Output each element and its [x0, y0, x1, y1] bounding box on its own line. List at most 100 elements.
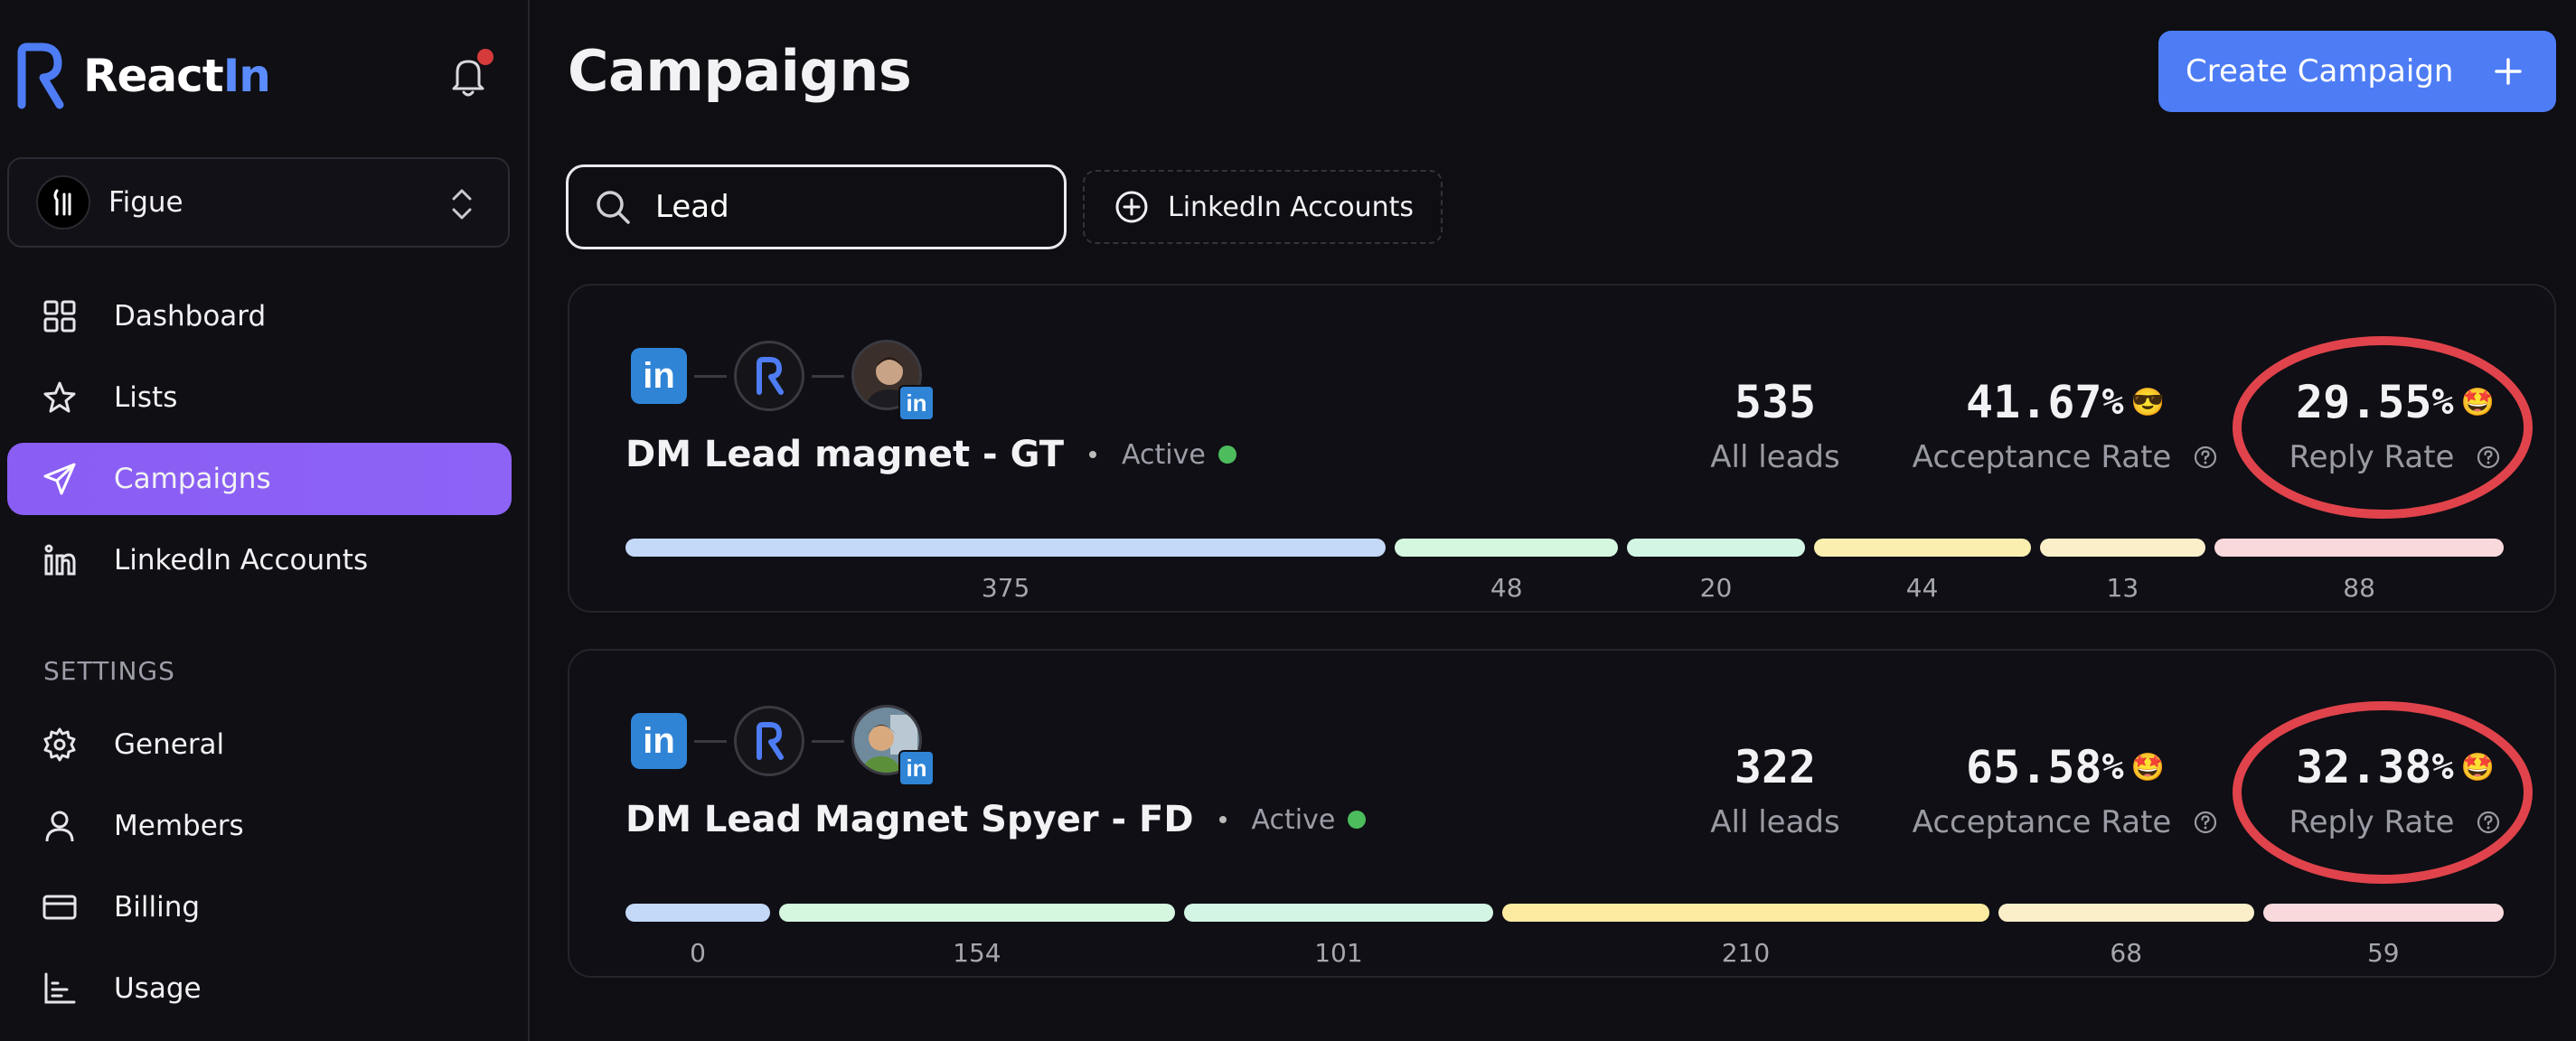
- all-leads-value: 535: [1734, 376, 1817, 428]
- sidebar: ReactIn Figue Dashboard Lists Campaigns: [0, 0, 530, 1041]
- reply-rate-stat: 32.38% 🤩 Reply Rate: [2269, 741, 2522, 840]
- reply-rate-value: 29.55% 🤩: [2296, 376, 2495, 428]
- gear-icon: [43, 727, 76, 762]
- funnel-segment-count: 0: [690, 938, 706, 968]
- sidebar-item-campaigns[interactable]: Campaigns: [7, 443, 512, 515]
- acceptance-rate-value: 65.58% 🤩: [1966, 741, 2165, 793]
- reply-rate-label: Reply Rate: [2269, 439, 2522, 475]
- help-icon[interactable]: [2193, 810, 2218, 835]
- sender-avatar: in: [851, 340, 935, 421]
- funnel-segment-count: 59: [2366, 938, 2400, 968]
- sidebar-item-lists[interactable]: Lists: [7, 361, 512, 434]
- reactin-logo-icon: [734, 706, 804, 776]
- help-icon[interactable]: [2193, 445, 2218, 470]
- funnel-segment-count: 375: [981, 573, 1030, 603]
- chart-icon: [44, 972, 76, 1004]
- search-box[interactable]: [566, 164, 1067, 249]
- status-text: Active: [1122, 438, 1206, 471]
- sidebar-item-members[interactable]: Members: [7, 790, 512, 862]
- funnel-segment[interactable]: [779, 904, 1175, 922]
- funnel-segment-count: 88: [2343, 573, 2375, 603]
- sidebar-item-label: Members: [114, 810, 244, 842]
- sidebar-item-billing[interactable]: Billing: [7, 871, 512, 943]
- separator: [1218, 816, 1227, 823]
- create-campaign-button[interactable]: Create Campaign: [2158, 31, 2556, 112]
- funnel-segment[interactable]: [1395, 539, 1619, 557]
- search-input[interactable]: [655, 189, 1035, 225]
- all-leads-stat: 322 All leads: [1710, 741, 1839, 840]
- settings-nav: General Members Billing Usage: [7, 708, 512, 1034]
- help-icon[interactable]: [2476, 810, 2501, 835]
- sidebar-item-label: Billing: [114, 891, 201, 924]
- sidebar-item-label: Dashboard: [114, 300, 267, 333]
- sidebar-item-label: Campaigns: [114, 463, 271, 495]
- sidebar-item-general[interactable]: General: [7, 708, 512, 781]
- funnel-segment-count: 20: [1699, 573, 1733, 603]
- funnel-segment[interactable]: [1627, 539, 1805, 557]
- lead-funnel-bar: 375 48 20 44 13 88: [625, 539, 2504, 603]
- connector: [694, 739, 727, 743]
- settings-section-label: SETTINGS: [43, 656, 175, 686]
- emoji-star-struck-icon: 🤩: [2460, 751, 2495, 783]
- brand-name: ReactIn: [83, 50, 271, 102]
- sidebar-item-linkedin-accounts[interactable]: LinkedIn Accounts: [7, 524, 512, 596]
- sidebar-item-label: LinkedIn Accounts: [114, 544, 369, 577]
- workspace-selector[interactable]: Figue: [7, 157, 510, 248]
- funnel-segment-count: 101: [1314, 938, 1363, 968]
- linkedin-accounts-filter-label: LinkedIn Accounts: [1168, 191, 1415, 223]
- reactin-logo-icon: [734, 341, 804, 411]
- linkedin-icon: in: [631, 348, 687, 404]
- sidebar-item-usage[interactable]: Usage: [7, 952, 512, 1025]
- funnel-segment[interactable]: [1502, 904, 1989, 922]
- funnel-segment-count: 48: [1490, 573, 1523, 603]
- funnel-segment[interactable]: [625, 539, 1387, 557]
- funnel-segment-count: 68: [2110, 938, 2143, 968]
- sidebar-item-dashboard[interactable]: Dashboard: [7, 280, 512, 352]
- funnel-segment[interactable]: [1183, 904, 1494, 922]
- reply-rate-value: 32.38% 🤩: [2296, 741, 2495, 793]
- funnel-segment-count: 44: [1905, 573, 1939, 603]
- acceptance-rate-label: Acceptance Rate: [1898, 439, 2233, 475]
- linkedin-icon: in: [631, 713, 687, 769]
- campaign-sequence: in in: [631, 705, 935, 786]
- bell-icon[interactable]: [447, 52, 490, 99]
- sidebar-item-label: Usage: [114, 972, 202, 1005]
- status-dot: [1348, 811, 1367, 829]
- credit-card-icon: [42, 895, 77, 920]
- funnel-segment-count: 210: [1721, 938, 1771, 968]
- reactin-logo-icon: [17, 42, 64, 109]
- page-title: Campaigns: [568, 38, 912, 104]
- campaign-title-row: DM Lead Magnet Spyer - FD Active: [625, 799, 1367, 840]
- funnel-segment[interactable]: [1998, 904, 2254, 922]
- notification-badge: [477, 49, 494, 65]
- reply-rate-label: Reply Rate: [2269, 804, 2522, 840]
- brand[interactable]: ReactIn: [14, 40, 271, 112]
- funnel-segment[interactable]: [2039, 539, 2206, 557]
- linkedin-icon: [44, 544, 76, 576]
- campaign-card[interactable]: in in DM Lead Magnet Spyer - FD Active 3…: [568, 649, 2556, 978]
- sender-avatar: in: [851, 705, 935, 786]
- grid-icon: [43, 300, 76, 333]
- campaign-card[interactable]: in in DM Lead magnet - GT Active 535 All…: [568, 284, 2556, 613]
- help-icon[interactable]: [2476, 445, 2501, 470]
- funnel-segment-count: 13: [2106, 573, 2139, 603]
- campaign-name[interactable]: DM Lead magnet - GT: [625, 434, 1064, 475]
- funnel-segment[interactable]: [625, 904, 770, 922]
- campaign-name[interactable]: DM Lead Magnet Spyer - FD: [625, 799, 1194, 840]
- workspace-logo-icon: [53, 189, 71, 216]
- all-leads-label: All leads: [1710, 439, 1840, 475]
- funnel-segment[interactable]: [2214, 539, 2504, 557]
- acceptance-rate-stat: 65.58% 🤩 Acceptance Rate: [1898, 741, 2233, 840]
- campaign-title-row: DM Lead magnet - GT Active: [625, 434, 1236, 475]
- funnel-segment[interactable]: [2262, 904, 2504, 922]
- status-dot: [1217, 445, 1236, 464]
- funnel-segment[interactable]: [1813, 539, 2031, 557]
- emoji-cool-icon: 😎: [2130, 386, 2165, 418]
- emoji-star-struck-icon: 🤩: [2130, 751, 2165, 783]
- linkedin-icon: in: [898, 750, 935, 786]
- workspace-name: Figue: [108, 186, 183, 219]
- acceptance-rate-stat: 41.67% 😎 Acceptance Rate: [1898, 376, 2233, 475]
- linkedin-accounts-filter-button[interactable]: LinkedIn Accounts: [1083, 170, 1443, 244]
- sidebar-item-label: Lists: [114, 381, 178, 414]
- reply-rate-stat: 29.55% 🤩 Reply Rate: [2269, 376, 2522, 475]
